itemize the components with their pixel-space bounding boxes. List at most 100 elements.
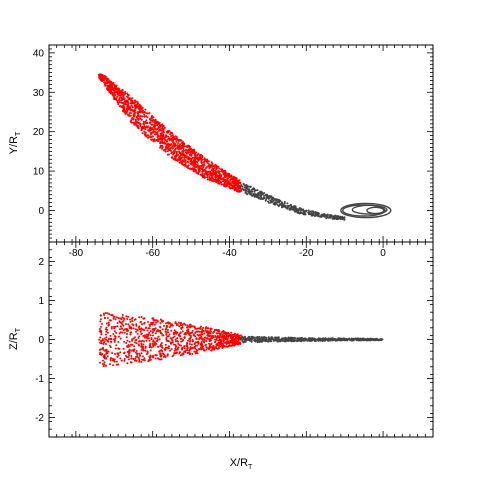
top-data-point-outer xyxy=(136,103,139,106)
bottom-data-point-outer xyxy=(195,341,198,344)
bottom-data-point-outer xyxy=(207,335,210,338)
bottom-data-point-outer xyxy=(120,322,123,325)
top-data-point-inner xyxy=(338,217,341,220)
top-data-point-outer xyxy=(151,120,154,123)
top-data-point-inner xyxy=(244,188,247,191)
top-data-point-outer xyxy=(135,121,137,124)
bottom-data-point-outer xyxy=(149,334,152,337)
top-data-point-outer xyxy=(138,108,141,111)
bottom-data-point-outer xyxy=(101,347,104,350)
bottom-data-point-outer xyxy=(191,329,194,332)
bottom-data-point-outer xyxy=(163,354,166,356)
bottom-data-point-outer xyxy=(194,335,197,338)
bottom-data-point-outer xyxy=(109,346,112,349)
top-data-point-outer xyxy=(131,102,133,105)
bottom-data-point-outer xyxy=(221,342,224,345)
bottom-data-point-inner xyxy=(267,336,270,339)
bottom-data-point-outer xyxy=(228,333,231,336)
top-data-point-outer xyxy=(175,140,178,143)
bottom-data-point-outer xyxy=(110,340,113,343)
top-data-point-outer xyxy=(240,190,242,192)
bottom-data-point-outer xyxy=(183,350,186,353)
bottom-data-point-outer xyxy=(178,352,181,355)
top-data-point-outer xyxy=(184,161,187,164)
bottom-data-point-outer xyxy=(153,329,156,332)
top-data-point-outer xyxy=(195,151,197,154)
bottom-data-point-outer xyxy=(104,343,107,345)
top-data-point-outer xyxy=(201,167,203,170)
top-data-point-outer xyxy=(114,85,117,88)
top-data-point-outer xyxy=(133,101,136,104)
top-data-point-outer xyxy=(121,98,123,101)
top-data-point-outer xyxy=(169,146,172,149)
top-data-point-outer xyxy=(173,137,176,140)
top-data-point-outer xyxy=(211,165,214,168)
bottom-data-point-outer xyxy=(148,359,151,362)
top-data-point-outer xyxy=(179,151,182,154)
top-data-point-outer xyxy=(180,146,183,149)
top-data-point-outer xyxy=(118,98,121,101)
bottom-data-point-outer xyxy=(200,335,203,338)
bottom-data-point-outer xyxy=(234,335,236,338)
bottom-data-point-outer xyxy=(231,341,233,344)
bottom-data-point-outer xyxy=(154,327,157,330)
bottom-data-point-outer xyxy=(162,320,165,323)
top-data-point-inner xyxy=(281,205,284,208)
bottom-data-point-outer xyxy=(155,330,158,333)
top-data-point-outer xyxy=(203,164,206,167)
top-data-point-outer xyxy=(129,102,132,105)
bottom-data-point-outer xyxy=(116,355,119,358)
top-data-point-outer xyxy=(162,131,165,134)
bottom-data-point-inner xyxy=(246,337,249,339)
bottom-data-point-inner xyxy=(291,338,294,341)
top-data-point-outer xyxy=(213,167,216,169)
top-data-point-outer xyxy=(156,128,159,131)
bottom-data-point-outer xyxy=(124,354,127,357)
bottom-data-point-outer xyxy=(154,357,157,360)
top-data-point-inner xyxy=(245,189,248,192)
top-data-point-outer xyxy=(206,174,209,177)
bottom-data-point-outer xyxy=(119,351,122,354)
top-data-point-outer xyxy=(177,142,180,145)
bottom-data-point-outer xyxy=(154,319,157,322)
top-data-point-outer xyxy=(195,154,198,157)
top-data-point-outer xyxy=(145,115,148,118)
top-data-point-outer xyxy=(109,83,112,86)
top-data-point-outer xyxy=(129,106,132,109)
top-data-point-outer xyxy=(158,128,161,131)
bottom-data-point-outer xyxy=(150,337,153,339)
bottom-data-point-outer xyxy=(210,327,213,330)
top-data-point-outer xyxy=(130,119,133,122)
bottom-data-point-outer xyxy=(179,354,182,357)
bottom-data-point-outer xyxy=(176,347,179,350)
bottom-data-point-inner xyxy=(263,336,266,339)
top-data-point-outer xyxy=(206,178,209,181)
top-data-point-outer xyxy=(218,170,221,173)
bottom-data-point-outer xyxy=(238,342,241,345)
top-data-point-inner xyxy=(260,197,263,200)
top-data-point-outer xyxy=(189,162,192,165)
bottom-data-point-outer xyxy=(100,325,102,328)
bottom-data-point-outer xyxy=(101,359,104,362)
bottom-data-point-outer xyxy=(118,320,121,323)
top-data-point-inner xyxy=(263,194,266,197)
bottom-data-point-inner xyxy=(259,337,262,340)
top-data-point-outer xyxy=(223,185,226,188)
bottom-data-point-outer xyxy=(151,328,154,331)
top-data-point-outer xyxy=(180,161,183,163)
x-axis-label-main: X/R xyxy=(230,457,248,469)
bottom-data-point-outer xyxy=(103,341,105,344)
bottom-data-point-outer xyxy=(103,337,106,340)
bottom-data-point-outer xyxy=(105,330,108,333)
top-data-point-outer xyxy=(212,171,215,174)
top-data-point-inner xyxy=(311,213,314,216)
top-data-point-inner xyxy=(307,213,310,216)
top-data-point-outer xyxy=(206,161,209,164)
top-data-point-outer xyxy=(169,133,172,136)
bottom-data-point-outer xyxy=(122,347,125,350)
top-data-point-outer xyxy=(205,167,207,170)
bottom-data-point-outer xyxy=(118,335,120,338)
top-data-point-inner xyxy=(303,211,306,214)
bottom-data-point-outer xyxy=(156,339,159,342)
bottom-data-point-outer xyxy=(181,353,184,356)
